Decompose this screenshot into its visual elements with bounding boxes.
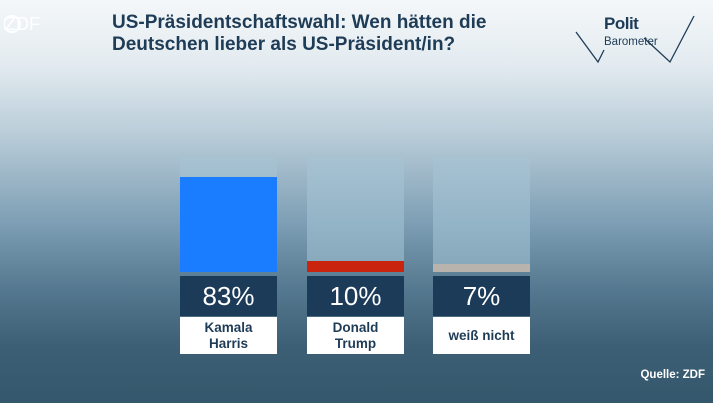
zdf-logo-text: ZDF [5,14,40,34]
bar-track-donald-trump [307,158,404,272]
value-label-weiss-nicht: 7% [433,276,530,316]
bar-track-weiss-nicht [433,158,530,272]
chart-title: US-Präsidentschaftswahl: Wen hätten die … [112,12,532,56]
bar-kamala-harris [180,177,277,272]
bar-donald-trump [307,261,404,272]
category-label-kamala-harris: Kamala Harris [180,317,277,354]
bar-weiss-nicht [433,264,530,272]
value-label-donald-trump: 10% [307,276,404,316]
category-label-donald-trump: Donald Trump [307,317,404,354]
value-label-kamala-harris: 83% [180,276,277,316]
title-line-1: US-Präsidentschaftswahl: Wen hätten die [112,12,487,33]
zdf-logo: ZDF [4,14,40,34]
category-label-weiss-nicht: weiß nicht [433,317,530,354]
politbarometer-logo: Polit Barometer [574,10,700,64]
brand-line-1: Polit [604,14,639,33]
source-note: Quelle: ZDF [640,369,705,381]
politbarometer-check-icon [575,15,695,64]
title-line-2: Deutschen lieber als US-Präsident/in? [112,34,456,55]
brand-line-2: Barometer [604,36,658,48]
